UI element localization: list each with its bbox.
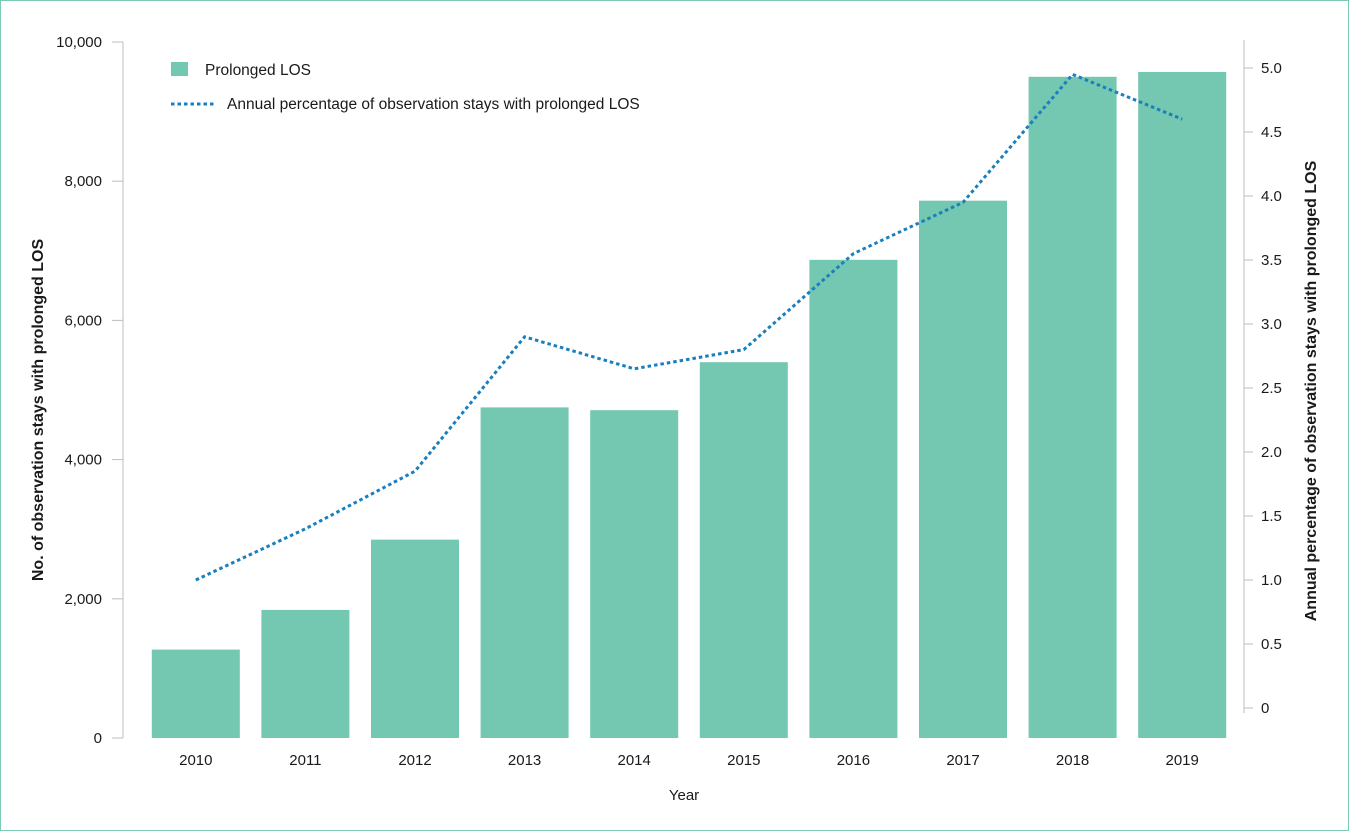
bar-2010: [151, 649, 240, 738]
bar-2019: [1138, 71, 1227, 739]
right-axis-tick-label: 2.0: [1261, 444, 1282, 461]
x-axis-title: Year: [669, 787, 699, 804]
legend: Prolonged LOS Annual percentage of obser…: [171, 62, 640, 113]
bar-2018: [1028, 76, 1117, 739]
right-axis-tick-label: 4.5: [1261, 124, 1282, 141]
bar-2015: [699, 362, 788, 738]
right-axis-tick-label: 3.5: [1261, 252, 1282, 269]
line-series: [195, 72, 1183, 582]
right-y-axis: 0 0.5 1.0 1.5 2.0 2.5 3.0 3.5 4.0 4.5 5.0: [1243, 40, 1282, 717]
right-axis-tick-label: 0: [1261, 700, 1269, 717]
bar-2013: [480, 407, 569, 738]
x-axis-tick-label: 2012: [398, 752, 431, 769]
right-axis-tick-label: 3.0: [1261, 316, 1282, 333]
left-y-axis-title: No. of observation stays with prolonged …: [30, 239, 47, 582]
legend-bar-swatch: [171, 62, 188, 76]
right-axis-tick-label: 1.5: [1261, 508, 1282, 525]
right-axis-tick-label: 4.0: [1261, 188, 1282, 205]
x-axis-tick-label: 2015: [727, 752, 760, 769]
bar-2012: [371, 539, 459, 738]
left-axis-tick-label: 4,000: [64, 452, 102, 469]
x-axis-tick-label: 2018: [1056, 752, 1089, 769]
bar-series: [151, 71, 1227, 739]
bar-2017: [919, 200, 1007, 739]
x-axis-tick-label: 2014: [618, 752, 651, 769]
x-axis-tick-label: 2011: [289, 752, 321, 769]
right-axis-tick-label: 1.0: [1261, 572, 1282, 589]
left-axis-tick-label: 0: [94, 730, 102, 747]
right-y-axis-title: Annual percentage of observation stays w…: [1303, 160, 1320, 621]
right-axis-tick-label: 5.0: [1261, 60, 1282, 77]
left-axis-tick-label: 10,000: [56, 34, 102, 51]
left-axis-tick-label: 8,000: [64, 173, 102, 190]
bar-2016: [809, 259, 898, 738]
left-axis-tick-label: 2,000: [64, 591, 102, 608]
right-axis-tick-label: 0.5: [1261, 636, 1282, 653]
x-axis-tick-label: 2019: [1166, 752, 1199, 769]
left-axis-tick-label: 6,000: [64, 312, 102, 329]
bar-2011: [261, 609, 350, 738]
right-axis-tick-label: 2.5: [1261, 380, 1282, 397]
x-axis: 2010 2011 2012 2013 2014 2015 2016 2017 2018 2019: [179, 752, 1199, 769]
x-axis-tick-label: 2013: [508, 752, 541, 769]
x-axis-tick-label: 2017: [946, 752, 979, 769]
x-axis-tick-label: 2010: [179, 752, 212, 769]
percentage-line: [195, 72, 1183, 582]
legend-bar-label: Prolonged LOS: [205, 62, 311, 79]
x-axis-tick-label: 2016: [837, 752, 870, 769]
bar-2014: [590, 410, 679, 738]
legend-line-label: Annual percentage of observation stays w…: [227, 96, 640, 113]
left-y-axis: 0 2,000 4,000 6,000 8,000 10,000: [56, 34, 124, 747]
